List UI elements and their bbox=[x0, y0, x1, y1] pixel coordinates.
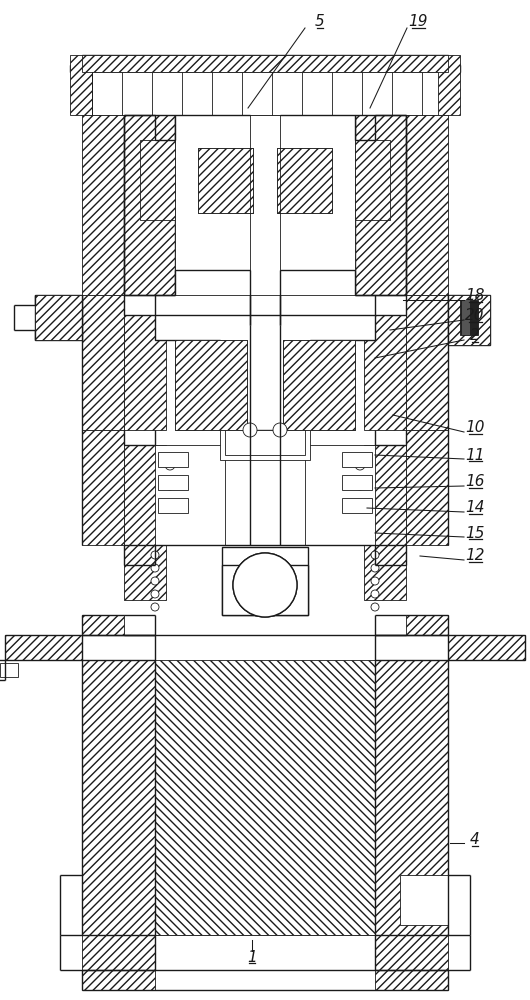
Bar bbox=[305, 445, 375, 545]
Bar bbox=[406, 615, 448, 635]
Bar bbox=[158, 498, 188, 513]
Bar bbox=[82, 295, 124, 430]
Bar bbox=[222, 547, 308, 615]
Bar bbox=[342, 475, 372, 490]
Bar bbox=[82, 615, 124, 635]
Text: 20: 20 bbox=[465, 308, 485, 324]
Bar bbox=[448, 635, 525, 660]
Bar bbox=[283, 340, 355, 430]
Polygon shape bbox=[35, 295, 82, 340]
Bar bbox=[342, 498, 372, 513]
Bar bbox=[82, 935, 155, 970]
Bar bbox=[406, 430, 448, 545]
Circle shape bbox=[371, 551, 379, 559]
Circle shape bbox=[273, 423, 287, 437]
Circle shape bbox=[165, 500, 175, 510]
Bar bbox=[277, 148, 332, 213]
Text: 12: 12 bbox=[465, 548, 485, 564]
Circle shape bbox=[371, 564, 379, 572]
Bar bbox=[175, 340, 247, 430]
Circle shape bbox=[151, 603, 159, 611]
Bar bbox=[82, 430, 124, 545]
Bar bbox=[198, 148, 253, 213]
Bar bbox=[82, 55, 448, 72]
Text: 10: 10 bbox=[465, 420, 485, 436]
Circle shape bbox=[371, 577, 379, 585]
Bar bbox=[355, 140, 390, 220]
Bar bbox=[462, 300, 470, 335]
Bar bbox=[70, 55, 92, 115]
Bar bbox=[277, 148, 332, 213]
Bar bbox=[406, 115, 448, 295]
Bar bbox=[0, 663, 18, 677]
Circle shape bbox=[233, 553, 297, 617]
Circle shape bbox=[371, 603, 379, 611]
Circle shape bbox=[165, 460, 175, 470]
Bar bbox=[175, 115, 355, 295]
Bar bbox=[220, 430, 310, 460]
Bar bbox=[140, 140, 175, 220]
Bar bbox=[283, 340, 355, 430]
Text: 16: 16 bbox=[465, 475, 485, 489]
Text: 5: 5 bbox=[315, 14, 325, 29]
Circle shape bbox=[371, 590, 379, 598]
Polygon shape bbox=[222, 565, 308, 615]
Bar bbox=[448, 295, 490, 345]
Bar bbox=[155, 445, 225, 545]
Polygon shape bbox=[355, 115, 406, 295]
Bar bbox=[198, 148, 253, 213]
Text: 11: 11 bbox=[465, 448, 485, 462]
Polygon shape bbox=[448, 295, 490, 345]
Text: 19: 19 bbox=[408, 14, 428, 29]
Circle shape bbox=[355, 480, 365, 490]
Bar bbox=[82, 970, 155, 990]
Polygon shape bbox=[155, 315, 375, 430]
Bar bbox=[406, 295, 448, 430]
Bar bbox=[375, 970, 448, 990]
Bar bbox=[364, 545, 406, 600]
Text: 1: 1 bbox=[247, 950, 257, 964]
Bar bbox=[375, 660, 448, 935]
Bar bbox=[155, 935, 375, 970]
Text: 14: 14 bbox=[465, 500, 485, 516]
Circle shape bbox=[151, 577, 159, 585]
Bar bbox=[342, 452, 372, 467]
Bar bbox=[175, 340, 247, 430]
Bar bbox=[158, 452, 188, 467]
Text: 2: 2 bbox=[470, 328, 480, 344]
Bar bbox=[92, 72, 438, 115]
Bar bbox=[35, 295, 82, 340]
Circle shape bbox=[355, 460, 365, 470]
Bar bbox=[400, 875, 448, 925]
Circle shape bbox=[151, 590, 159, 598]
Text: 4: 4 bbox=[470, 832, 480, 848]
Circle shape bbox=[243, 423, 257, 437]
Bar bbox=[364, 445, 406, 545]
Bar bbox=[460, 300, 478, 335]
Bar bbox=[225, 430, 305, 455]
Text: 18: 18 bbox=[465, 288, 485, 304]
Bar bbox=[82, 115, 124, 295]
Bar bbox=[158, 475, 188, 490]
Circle shape bbox=[355, 500, 365, 510]
Circle shape bbox=[151, 564, 159, 572]
Bar bbox=[5, 635, 82, 660]
Bar bbox=[436, 55, 460, 115]
Bar bbox=[364, 315, 406, 430]
Text: 15: 15 bbox=[465, 526, 485, 540]
Bar bbox=[124, 315, 166, 430]
Circle shape bbox=[151, 551, 159, 559]
Bar bbox=[124, 545, 166, 600]
Bar bbox=[82, 660, 155, 935]
Bar bbox=[124, 445, 166, 545]
Bar bbox=[155, 660, 375, 935]
Polygon shape bbox=[70, 55, 460, 115]
Circle shape bbox=[165, 480, 175, 490]
Polygon shape bbox=[124, 115, 175, 295]
Circle shape bbox=[233, 553, 297, 617]
Bar bbox=[375, 935, 448, 970]
